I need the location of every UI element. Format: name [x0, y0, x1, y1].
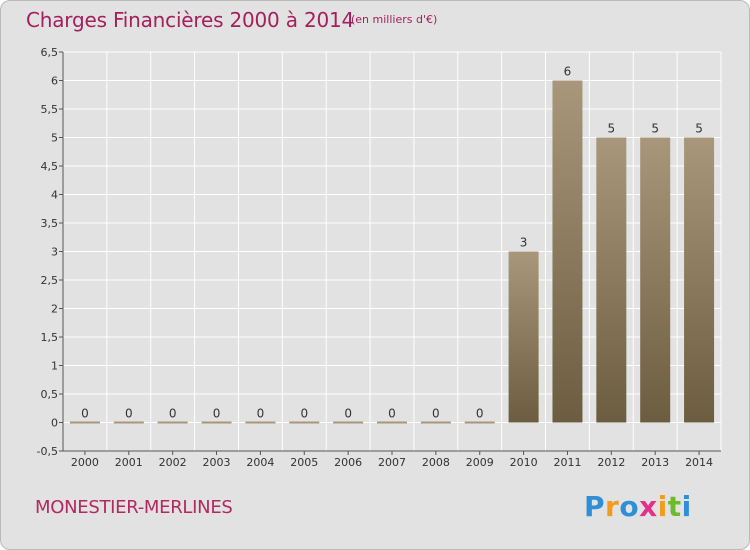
x-tick-label: 2002 [159, 456, 187, 469]
x-tick-label: 2008 [422, 456, 450, 469]
data-label: 0 [300, 407, 308, 421]
data-label: 0 [476, 407, 484, 421]
data-label: 0 [125, 407, 133, 421]
data-label: 0 [388, 407, 396, 421]
data-label: 6 [564, 65, 572, 79]
chart-title: Charges Financières 2000 à 2014 [26, 8, 355, 32]
y-tick-label: -0,5 [37, 445, 58, 458]
x-tick-label: 2013 [641, 456, 669, 469]
x-tick-label: 2012 [597, 456, 625, 469]
x-tick-label: 2000 [71, 456, 99, 469]
data-label: 0 [81, 407, 89, 421]
data-label: 5 [695, 122, 703, 136]
data-label: 5 [651, 122, 659, 136]
bar [245, 421, 276, 424]
chart-subtitle: (en milliers d'€) [351, 13, 438, 26]
data-label: 0 [432, 407, 440, 421]
bar [420, 421, 451, 424]
commune-name: MONESTIER-MERLINES [35, 497, 233, 518]
x-tick-label: 2003 [203, 456, 231, 469]
proxiti-logo: Proxiti [584, 490, 692, 523]
y-tick-label: 6 [51, 75, 58, 88]
bar [69, 421, 100, 424]
y-tick-label: 3 [51, 246, 58, 259]
y-tick-label: 4 [51, 189, 58, 202]
bar [596, 137, 627, 423]
data-label: 0 [213, 407, 221, 421]
bar [640, 137, 671, 423]
bar-chart: -0,5 0 0,5 1 1,5 2 2,5 3 3,5 4 4,5 5 5,5 6 6,5 2000 2001… [37, 46, 722, 469]
x-tick-label: 2004 [246, 456, 274, 469]
x-tick-label: 2011 [553, 456, 581, 469]
x-tick-label: 2001 [115, 456, 143, 469]
x-tick-label: 2009 [466, 456, 494, 469]
y-tick-label: 5,5 [41, 103, 59, 116]
y-tick-label: 5 [51, 132, 58, 145]
x-tick-label: 2007 [378, 456, 406, 469]
data-label: 0 [169, 407, 177, 421]
bar [377, 421, 407, 424]
y-tick-label: 2 [51, 303, 58, 316]
x-tick-label: 2005 [290, 456, 318, 469]
data-label: 0 [257, 407, 265, 421]
bar [552, 80, 583, 423]
bar [464, 421, 495, 424]
bar [113, 421, 144, 424]
x-tick-label: 2006 [334, 456, 362, 469]
bar [333, 421, 364, 424]
y-tick-label: 3,5 [41, 217, 59, 230]
bar [289, 421, 320, 424]
y-tick-label: 1 [51, 360, 58, 373]
bar [201, 421, 232, 424]
data-label: 5 [608, 122, 616, 136]
y-tick-label: 0 [51, 417, 58, 430]
bar [157, 421, 188, 424]
y-tick-label: 1,5 [41, 331, 59, 344]
y-tick-label: 0,5 [41, 388, 59, 401]
bar [508, 251, 539, 423]
data-label: 0 [344, 407, 352, 421]
y-tick-label: 6,5 [41, 46, 59, 59]
bar [684, 137, 715, 423]
y-tick-label: 4,5 [41, 160, 59, 173]
x-tick-label: 2014 [685, 456, 713, 469]
data-label: 3 [520, 236, 528, 250]
y-tick-label: 2,5 [41, 274, 59, 287]
x-tick-label: 2010 [510, 456, 538, 469]
